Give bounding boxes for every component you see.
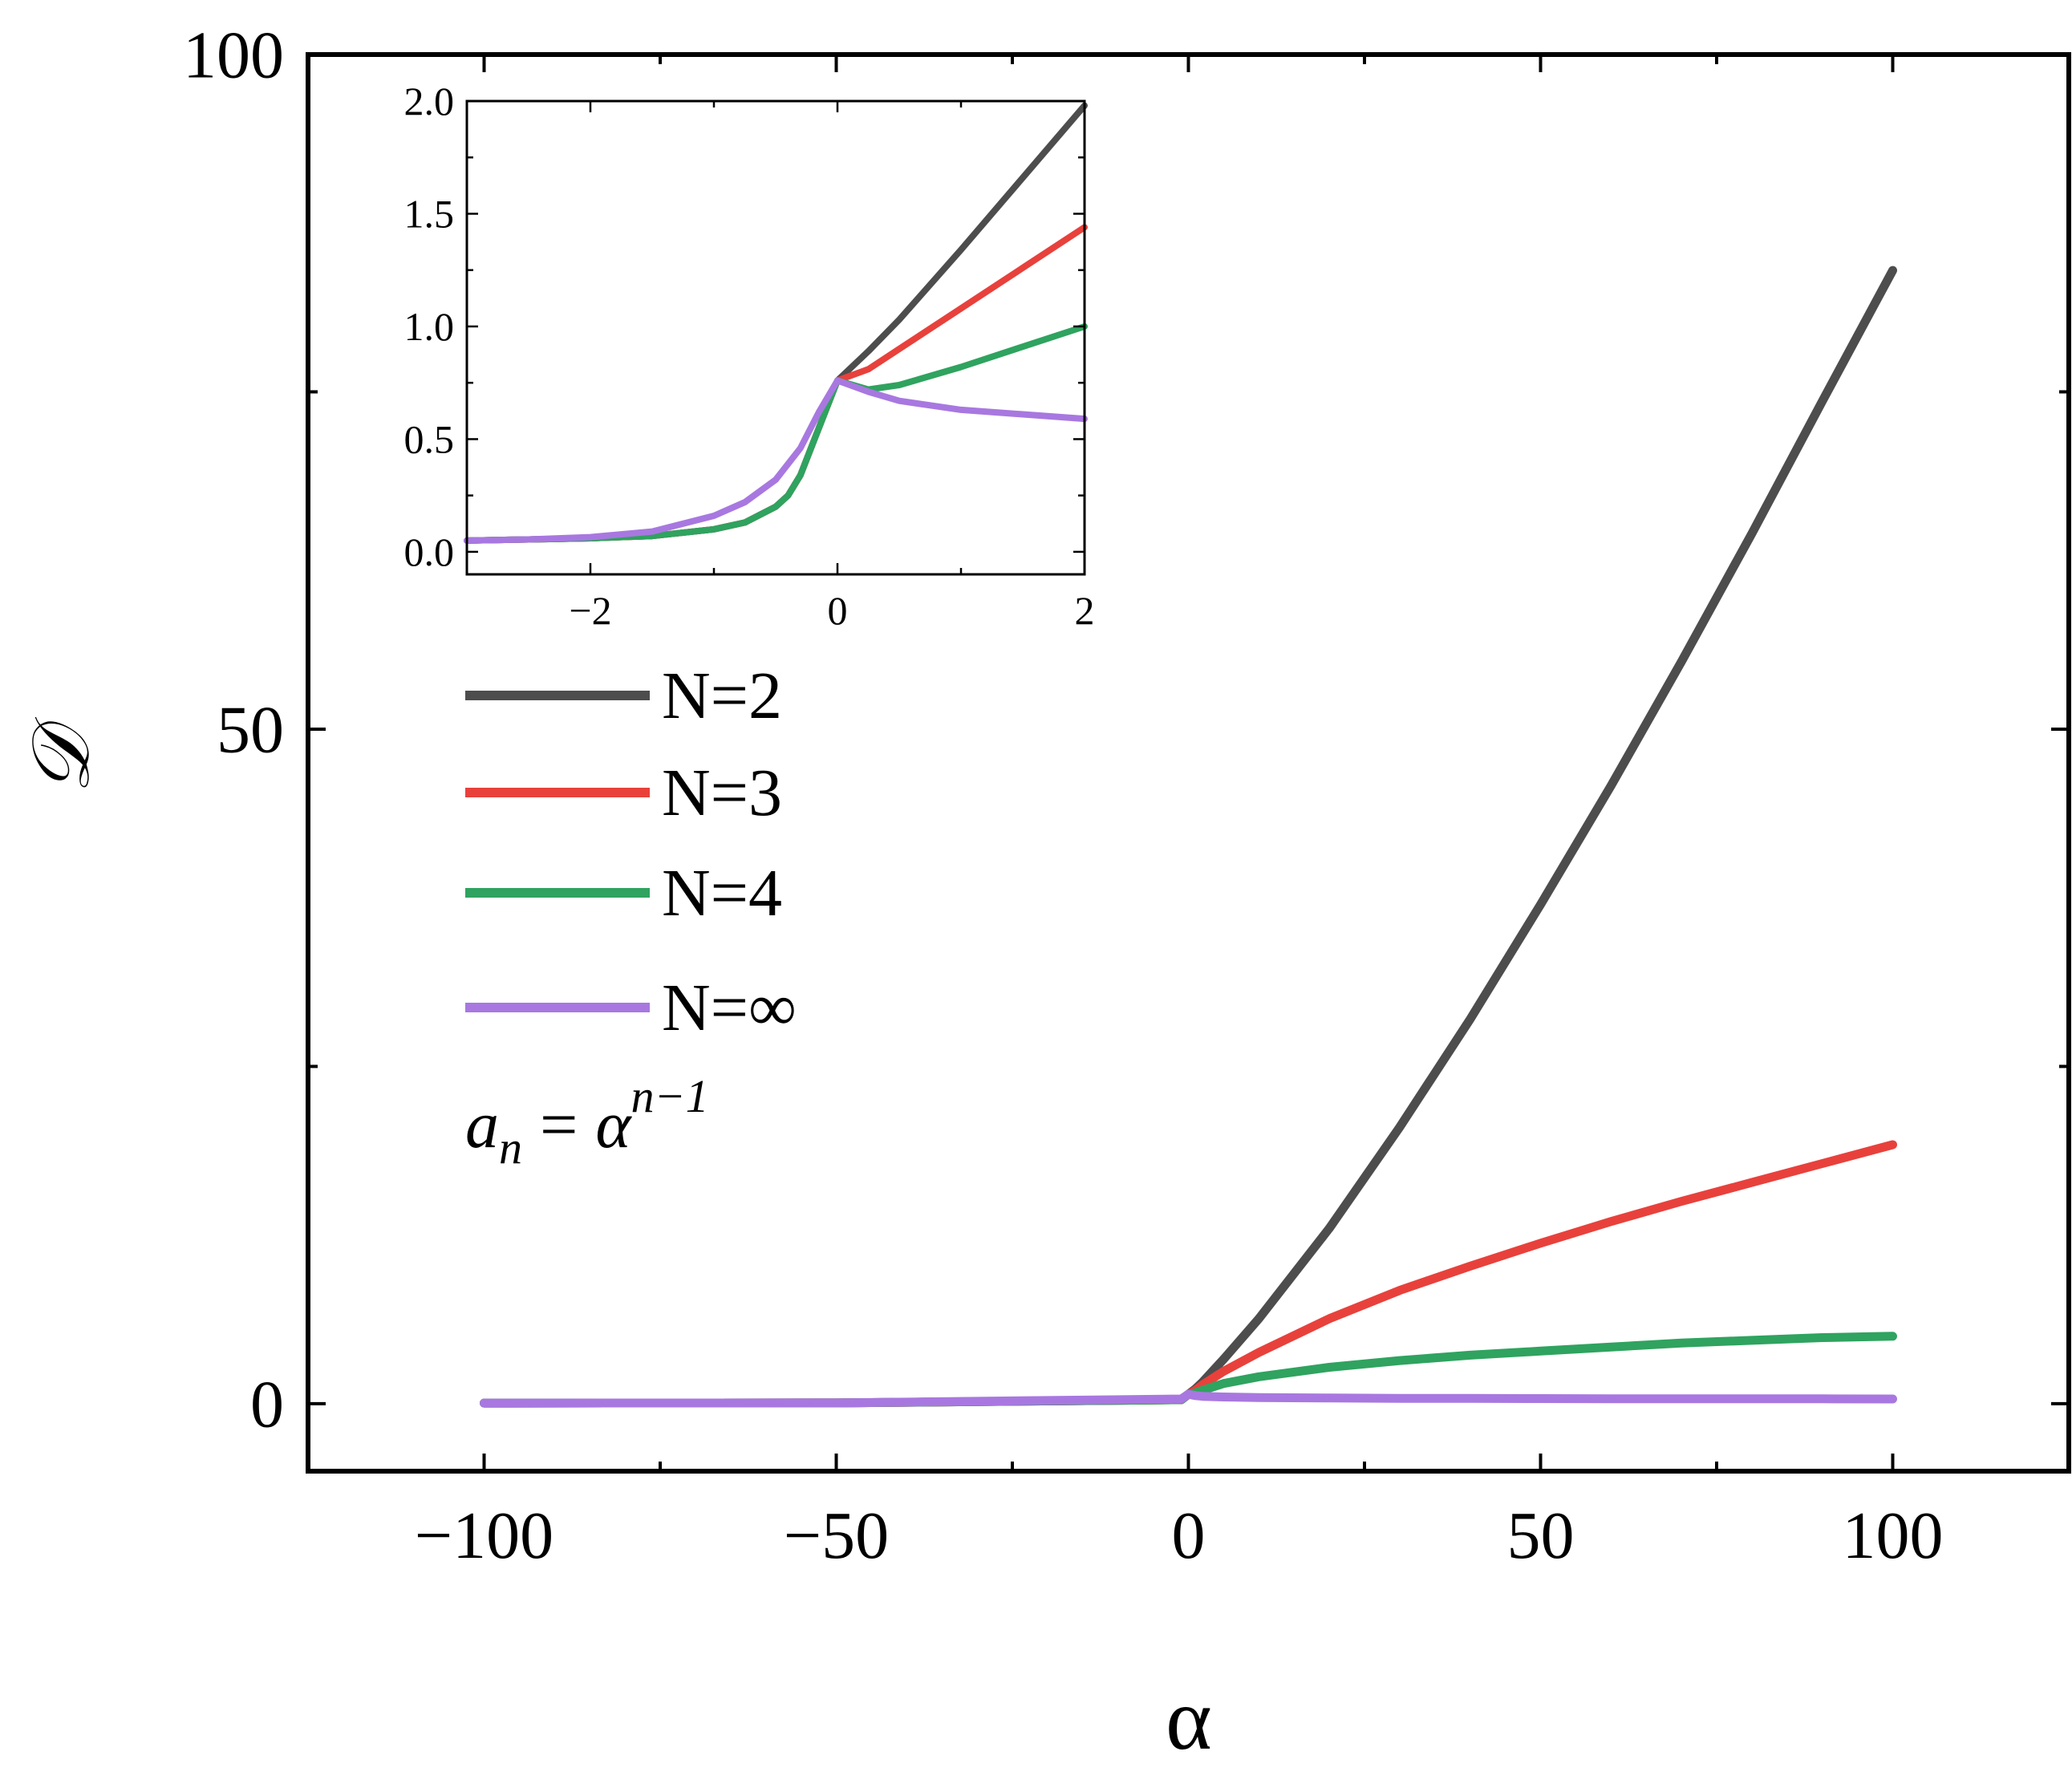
formula-base: a (465, 1088, 499, 1162)
main-x-tick-label: 50 (1507, 1498, 1575, 1573)
inset-x-tick-label: 2 (1075, 588, 1095, 633)
main-x-tick-label: −100 (415, 1498, 553, 1573)
main-y-tick-label: 50 (217, 693, 284, 768)
formula-rhs: α (595, 1088, 632, 1162)
main-tick-labels: −100 −50 0 50 100 0 50 100 (183, 18, 1944, 1573)
inset-series-lines (464, 102, 1088, 544)
inset-y-tick-label: 0.5 (404, 416, 455, 461)
legend: N=2 N=3 N=4 N=∞ (465, 659, 797, 1045)
inset-y-tick-label: 1.0 (404, 304, 455, 349)
formula-annotation: an = αn−1 (465, 1070, 709, 1174)
main-y-tick-label: 100 (183, 18, 284, 93)
inset-ticks (467, 99, 1086, 574)
main-x-tick-label: 0 (1172, 1498, 1206, 1573)
formula-subscript: n (499, 1121, 522, 1174)
inset-series-line-n-inf (464, 377, 1088, 544)
main-series-lines (480, 266, 1897, 1408)
inset-series-line-n-4 (464, 323, 1088, 544)
main-x-tick-label: −50 (784, 1498, 889, 1573)
legend-label-n4: N=4 (662, 856, 782, 931)
x-axis-label: α (1166, 1670, 1212, 1768)
legend-label-n2: N=2 (662, 659, 782, 733)
inset-y-tick-label: 0.0 (404, 529, 455, 574)
inset-y-tick-label: 1.5 (404, 191, 455, 236)
main-series-line-n-inf (480, 1389, 1897, 1408)
inset-x-tick-label: −2 (569, 588, 611, 633)
main-ticks (308, 53, 2069, 1471)
formula-equals: = (540, 1088, 578, 1162)
inset-y-tick-label: 2.0 (404, 79, 455, 124)
inset-tick-labels: −2 0 2 0.0 0.5 1.0 1.5 2.0 (404, 79, 1095, 633)
legend-label-n3: N=3 (662, 756, 782, 830)
inset-x-tick-label: 0 (828, 588, 848, 633)
inset-plot-frame (465, 99, 1086, 576)
legend-label-ninf: N=∞ (662, 971, 797, 1045)
inset-background (467, 101, 1085, 574)
inset-plot: −2 0 2 0.0 0.5 1.0 1.5 2.0 (404, 79, 1095, 633)
formula-superscript: n−1 (631, 1070, 708, 1122)
main-y-tick-label: 0 (250, 1367, 284, 1441)
main-x-tick-label: 100 (1843, 1498, 1944, 1573)
